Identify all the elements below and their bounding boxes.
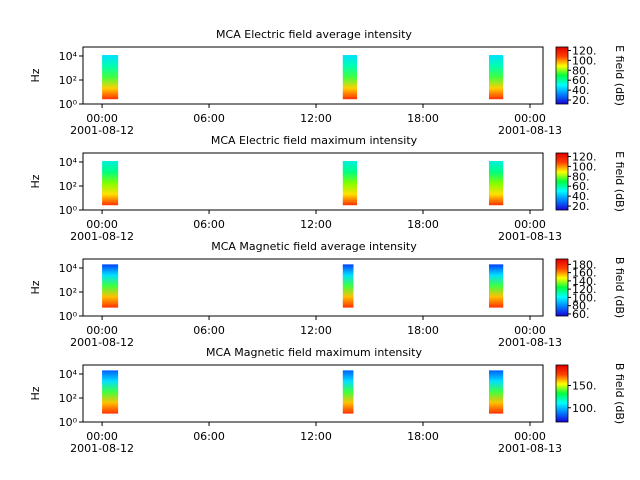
- colorbar-tick-label: 100.: [572, 402, 597, 415]
- axes-frame: [82, 258, 544, 317]
- colorbar: [555, 152, 569, 211]
- y-tick-label: 10⁰: [59, 204, 78, 217]
- colorbar-label: E field (dB): [613, 151, 626, 212]
- spectrogram-block: [102, 161, 119, 206]
- y-axis-label: Hz: [29, 174, 42, 188]
- colorbar-tick-label: 80.: [572, 170, 590, 183]
- x-tick-date: 2001-08-13: [498, 336, 562, 349]
- colorbar-tick-label: 180.: [572, 258, 597, 271]
- x-tick-label: 18:00: [407, 324, 439, 337]
- x-tick-date: 2001-08-12: [70, 124, 134, 137]
- spectrogram-block: [488, 264, 504, 308]
- spectrogram-block: [342, 370, 354, 414]
- x-tick-label: 00:00: [86, 218, 118, 231]
- colorbar-tick-label: 40.: [572, 190, 590, 203]
- x-tick-label: 18:00: [407, 430, 439, 443]
- x-tick-label: 18:00: [407, 218, 439, 231]
- colorbar-tick-label: 20.: [572, 94, 590, 107]
- colorbar-tick-label: 120.: [572, 44, 597, 57]
- x-tick-date: 2001-08-12: [70, 336, 134, 349]
- colorbar-tick-label: 60.: [572, 308, 590, 321]
- colorbar-label: B field (dB): [613, 257, 626, 318]
- colorbar-tick-label: 140.: [572, 275, 597, 288]
- y-axis-label: Hz: [29, 280, 42, 294]
- x-tick-date: 2001-08-12: [70, 230, 134, 243]
- x-tick-label: 00:00: [86, 430, 118, 443]
- chart-title: MCA Electric field maximum intensity: [211, 134, 418, 147]
- spectrogram-block: [488, 370, 504, 414]
- y-tick-label: 10⁴: [59, 156, 78, 169]
- colorbar: [555, 258, 569, 317]
- colorbar-tick-label: 100.: [572, 291, 597, 304]
- spectrogram-block: [102, 370, 119, 414]
- y-axis-label: Hz: [29, 68, 42, 82]
- spectrogram-block: [102, 264, 119, 308]
- colorbar-tick-label: 20.: [572, 200, 590, 213]
- colorbar-tick-label: 120.: [572, 283, 597, 296]
- spectrogram-block: [342, 264, 354, 308]
- colorbar-tick-label: 60.: [572, 74, 590, 87]
- spectrogram-block: [342, 161, 358, 206]
- colorbar-label: E field (dB): [613, 45, 626, 106]
- colorbar-tick-label: 150.: [572, 379, 597, 392]
- spectrogram-block: [102, 55, 119, 100]
- colorbar: [555, 46, 569, 105]
- chart-title: MCA Magnetic field maximum intensity: [206, 346, 422, 359]
- x-tick-label: 00:00: [514, 218, 546, 231]
- x-tick-date: 2001-08-13: [498, 442, 562, 455]
- axes-frame: [82, 364, 544, 423]
- chart-title: MCA Electric field average intensity: [216, 28, 412, 41]
- y-tick-label: 10⁰: [59, 310, 78, 323]
- x-tick-label: 00:00: [514, 324, 546, 337]
- y-axis-label: Hz: [29, 386, 42, 400]
- colorbar-tick-label: 100.: [572, 160, 597, 173]
- x-tick-label: 00:00: [514, 112, 546, 125]
- y-tick-label: 10⁰: [59, 98, 78, 111]
- x-tick-date: 2001-08-13: [498, 230, 562, 243]
- x-tick-label: 00:00: [86, 324, 118, 337]
- y-tick-label: 10⁰: [59, 416, 78, 429]
- colorbar-tick-label: 40.: [572, 84, 590, 97]
- x-tick-date: 2001-08-12: [70, 442, 134, 455]
- x-tick-label: 12:00: [300, 430, 332, 443]
- y-tick-label: 10⁴: [59, 368, 78, 381]
- colorbar-label: B field (dB): [613, 363, 626, 424]
- x-tick-label: 00:00: [86, 112, 118, 125]
- y-tick-label: 10⁴: [59, 262, 78, 275]
- axes-frame: [82, 152, 544, 211]
- y-tick-label: 10²: [59, 286, 77, 299]
- x-tick-label: 12:00: [300, 324, 332, 337]
- colorbar-tick-label: 120.: [572, 150, 597, 163]
- x-tick-label: 06:00: [193, 112, 225, 125]
- x-tick-label: 06:00: [193, 218, 225, 231]
- colorbar-tick-label: 80.: [572, 300, 590, 313]
- x-tick-label: 12:00: [300, 112, 332, 125]
- chart-title: MCA Magnetic field average intensity: [211, 240, 417, 253]
- x-tick-label: 06:00: [193, 324, 225, 337]
- y-tick-label: 10²: [59, 392, 77, 405]
- x-tick-label: 12:00: [300, 218, 332, 231]
- y-tick-label: 10²: [59, 74, 77, 87]
- axes-frame: [82, 46, 544, 105]
- colorbar: [555, 364, 569, 423]
- spectrogram-block: [488, 55, 504, 100]
- colorbar-tick-label: 80.: [572, 64, 590, 77]
- colorbar-tick-label: 100.: [572, 54, 597, 67]
- y-tick-label: 10²: [59, 180, 77, 193]
- spectrogram-block: [488, 161, 504, 206]
- spectrogram-block: [342, 55, 358, 100]
- x-tick-label: 06:00: [193, 430, 225, 443]
- x-tick-label: 00:00: [514, 430, 546, 443]
- x-tick-date: 2001-08-13: [498, 124, 562, 137]
- x-tick-label: 18:00: [407, 112, 439, 125]
- colorbar-tick-label: 60.: [572, 180, 590, 193]
- y-tick-label: 10⁴: [59, 50, 78, 63]
- colorbar-tick-label: 160.: [572, 267, 597, 280]
